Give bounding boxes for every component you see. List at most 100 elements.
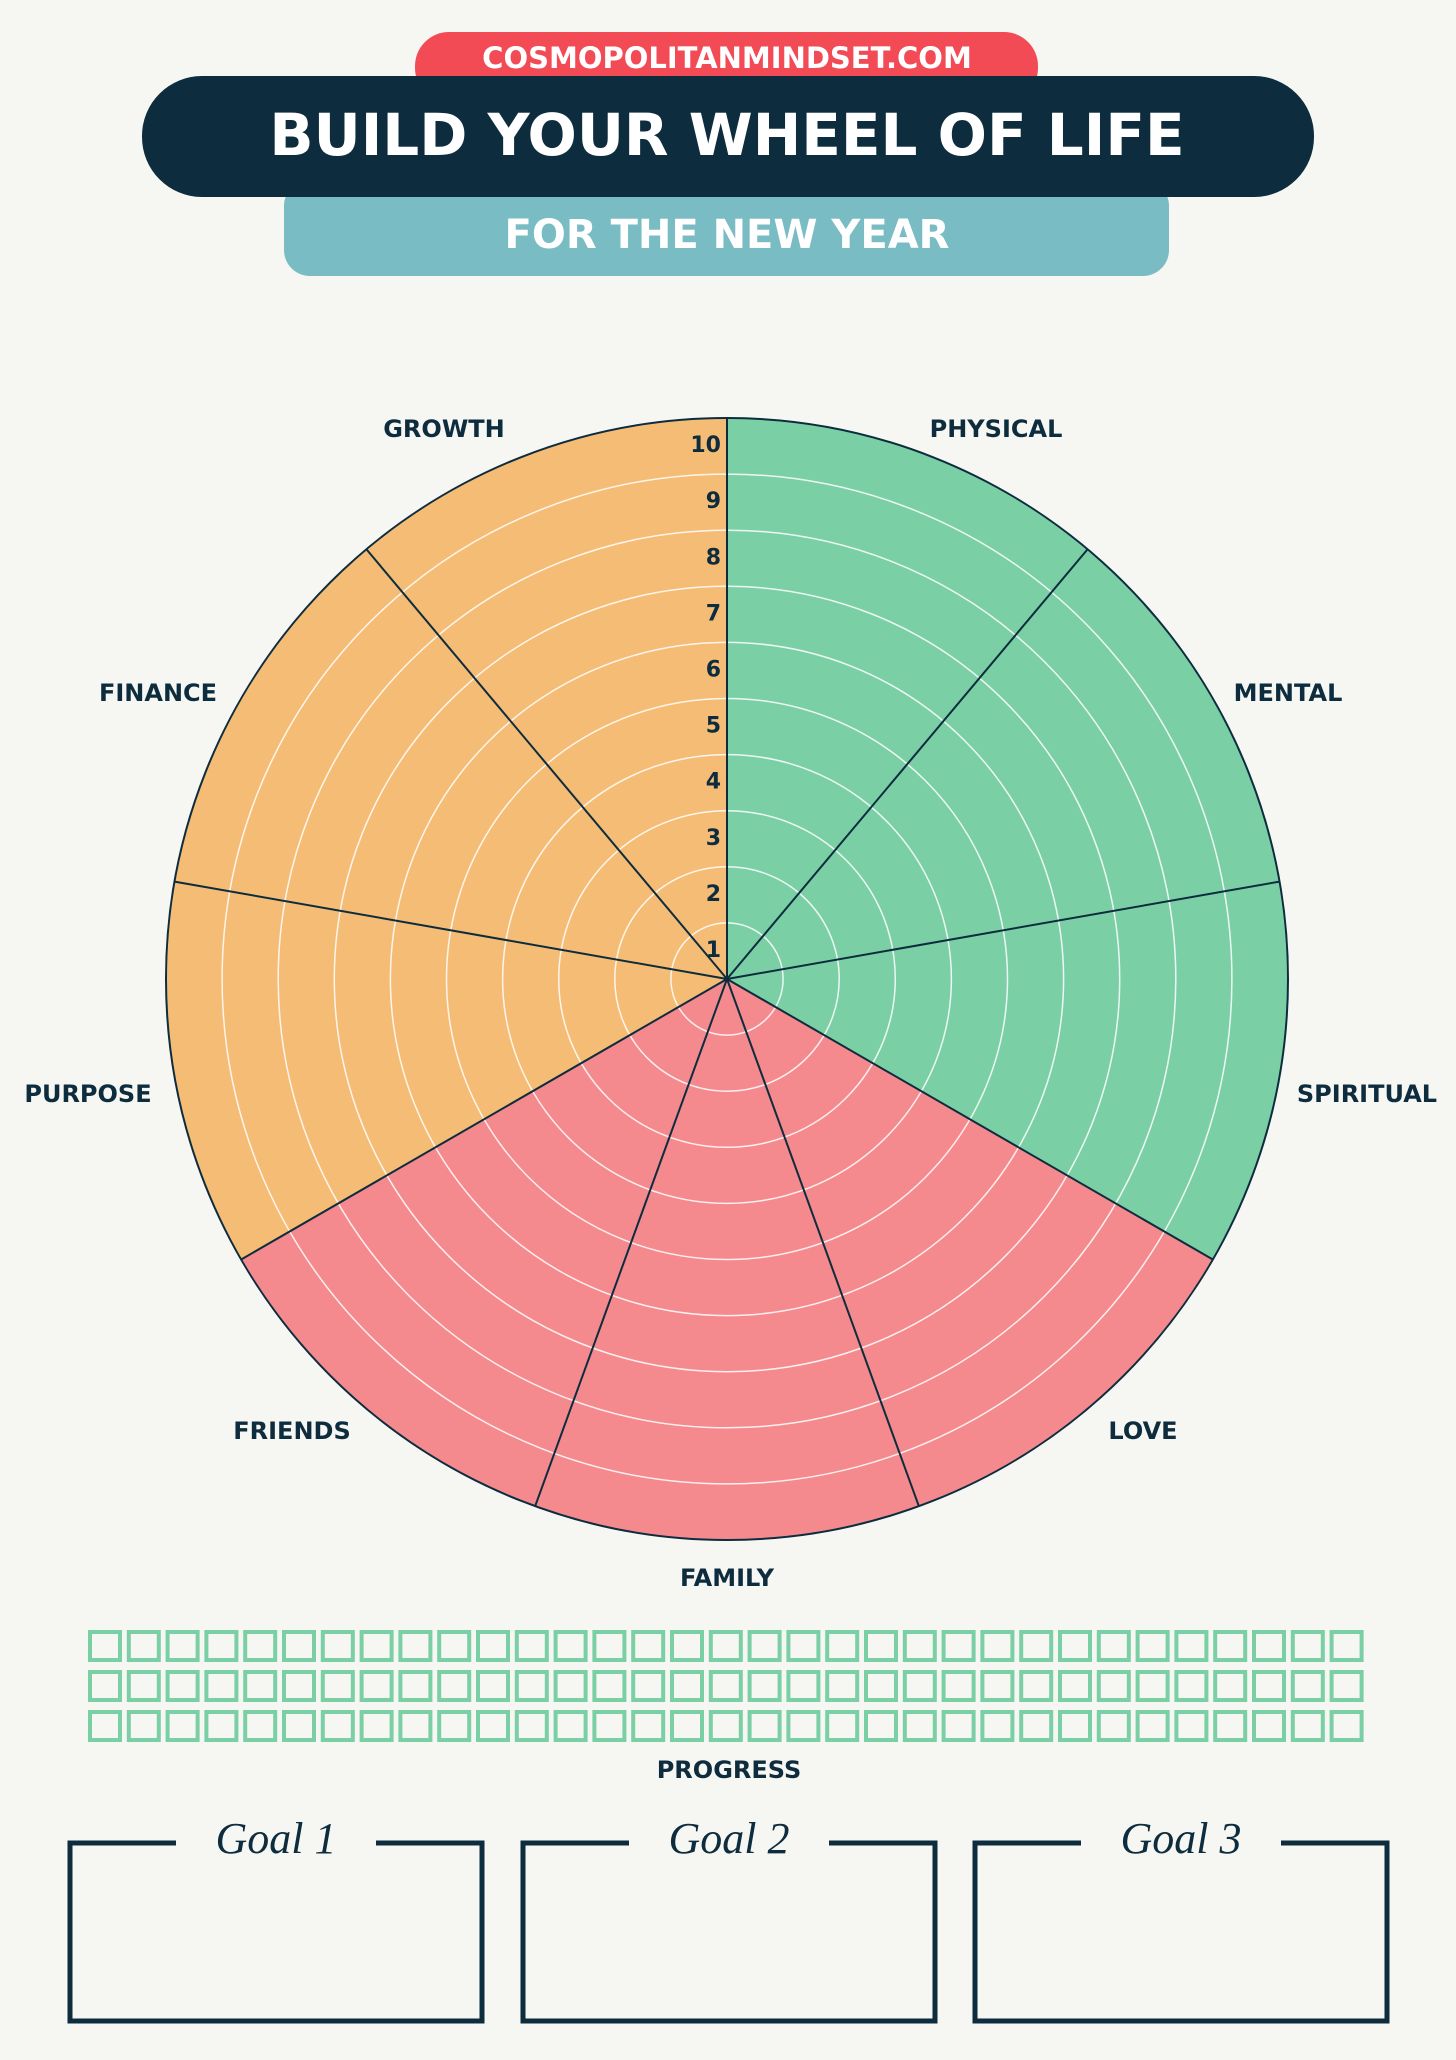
progress-box (88, 1710, 122, 1742)
progress-box (1135, 1710, 1170, 1742)
progress-box (1058, 1630, 1092, 1662)
progress-box (1252, 1670, 1286, 1702)
progress-box (398, 1710, 433, 1742)
wheel-outline (165, 417, 1289, 1541)
progress-box (592, 1670, 627, 1702)
goal-box (520, 1840, 938, 2024)
progress-box (359, 1710, 394, 1742)
goal-label: Goal 3 (1121, 1814, 1242, 1863)
title: BUILD YOUR WHEEL OF LIFE (269, 101, 1184, 169)
progress-box (437, 1710, 472, 1742)
scale-number: 9 (706, 489, 721, 514)
wheel-sector (727, 881, 1288, 1260)
progress-box (1019, 1630, 1054, 1662)
progress-box (359, 1630, 394, 1662)
progress-box (437, 1670, 472, 1702)
area-label: LOVE (1108, 1417, 1177, 1445)
wheel-sector (174, 549, 728, 979)
progress-box (1252, 1630, 1286, 1662)
progress-box (747, 1630, 782, 1662)
scale-number: 4 (706, 770, 721, 795)
progress-box (747, 1670, 782, 1702)
scale-number: 6 (706, 657, 721, 682)
area-label: MENTAL (1234, 679, 1343, 707)
progress-box (476, 1710, 510, 1742)
scale-number: 2 (706, 882, 721, 907)
progress-boxes (88, 1630, 1364, 1742)
progress-box (1135, 1630, 1170, 1662)
area-label: FRIENDS (233, 1417, 351, 1445)
progress-box (1058, 1670, 1092, 1702)
wheel-sector (727, 549, 1280, 979)
scale-number: 3 (706, 826, 721, 851)
progress-box (1174, 1670, 1209, 1702)
progress-box (204, 1710, 239, 1742)
goal-label: Goal 2 (669, 1814, 790, 1863)
progress-label: PROGRESS (657, 1756, 802, 1784)
progress-box (747, 1710, 782, 1742)
progress-box (1058, 1710, 1092, 1742)
area-label: SPIRITUAL (1297, 1080, 1437, 1108)
sector-divider (534, 978, 728, 1507)
wheel: 1 2 3 4 5 6 7 8 9 10 PHYSICAL MENTAL SPIRITUAL LOVE FA… (24, 415, 1437, 1592)
progress-box (708, 1630, 743, 1662)
progress-box (553, 1710, 588, 1742)
progress-box (592, 1630, 627, 1662)
progress-box (165, 1630, 200, 1662)
progress-box (88, 1670, 122, 1702)
progress-box (398, 1670, 433, 1702)
progress-box (631, 1670, 666, 1702)
progress-box (1096, 1630, 1131, 1662)
sector-divider (240, 978, 728, 1261)
progress-box (243, 1670, 278, 1702)
progress-box (1252, 1710, 1286, 1742)
progress-box (1329, 1710, 1364, 1742)
progress-box (1019, 1670, 1054, 1702)
wheel-sector (727, 418, 1088, 979)
progress-box (1096, 1670, 1131, 1702)
area-label: FINANCE (99, 679, 217, 707)
progress-box (1019, 1710, 1054, 1742)
progress-box (1329, 1670, 1364, 1702)
progress-box (359, 1670, 394, 1702)
goals: Goal 1 Goal 2 Goal 3 (67, 1814, 1390, 2024)
subtitle: FOR THE NEW YEAR (505, 212, 950, 258)
progress-box (243, 1710, 278, 1742)
progress-box (1174, 1630, 1209, 1662)
sector-divider (726, 978, 920, 1507)
goal-box (67, 1840, 485, 2024)
progress-box (864, 1710, 898, 1742)
progress-box (282, 1630, 316, 1662)
progress-box (1213, 1630, 1248, 1662)
progress-box (864, 1670, 898, 1702)
progress-box (980, 1670, 1015, 1702)
area-label: PHYSICAL (930, 415, 1063, 443)
goal-box (972, 1840, 1390, 2024)
progress-box (1329, 1630, 1364, 1662)
progress-box (437, 1630, 472, 1662)
goal-label: Goal 1 (216, 1814, 337, 1863)
progress-box (282, 1670, 316, 1702)
progress-box (825, 1670, 860, 1702)
wheel-sector (727, 979, 1213, 1507)
scale-number: 1 (706, 938, 721, 963)
progress-box (514, 1630, 549, 1662)
progress-box (670, 1710, 704, 1742)
progress-box (708, 1710, 743, 1742)
progress-box (786, 1670, 821, 1702)
progress-box (204, 1630, 239, 1662)
area-label: GROWTH (383, 415, 505, 443)
sector-divider (174, 880, 728, 980)
progress-box (825, 1630, 860, 1662)
progress-box (786, 1630, 821, 1662)
progress-box (1135, 1670, 1170, 1702)
scale-number: 10 (690, 433, 721, 458)
scale-number: 5 (706, 714, 721, 739)
progress-box (165, 1710, 200, 1742)
website: COSMOPOLITANMINDSET.COM (482, 41, 972, 75)
progress-box (941, 1630, 976, 1662)
progress-box (320, 1630, 355, 1662)
progress-box (476, 1630, 510, 1662)
progress-box (902, 1670, 937, 1702)
progress-box (708, 1670, 743, 1702)
